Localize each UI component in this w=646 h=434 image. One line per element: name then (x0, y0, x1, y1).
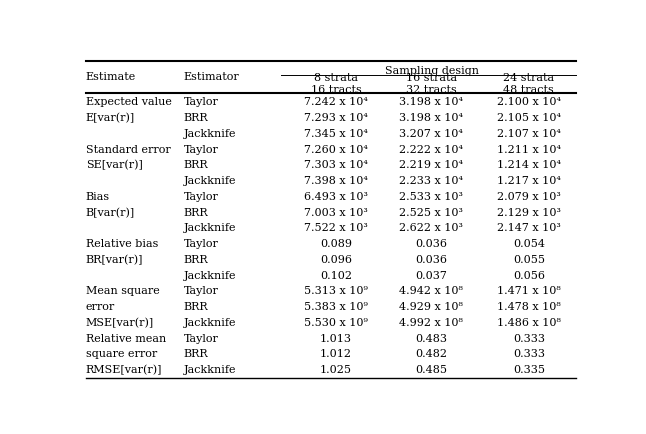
Text: E[var(r)]: E[var(r)] (86, 113, 135, 123)
Text: 8 strata
16 tracts: 8 strata 16 tracts (311, 73, 362, 95)
Text: 1.211 x 10⁴: 1.211 x 10⁴ (497, 144, 561, 154)
Text: 2.100 x 10⁴: 2.100 x 10⁴ (497, 97, 561, 107)
Text: Standard error: Standard error (86, 144, 171, 154)
Text: SE[var(r)]: SE[var(r)] (86, 160, 143, 170)
Text: Jackknife: Jackknife (183, 223, 236, 233)
Text: 5.383 x 10⁹: 5.383 x 10⁹ (304, 301, 368, 311)
Text: 7.345 x 10⁴: 7.345 x 10⁴ (304, 128, 368, 138)
Text: Jackknife: Jackknife (183, 364, 236, 374)
Text: Taylor: Taylor (183, 97, 218, 107)
Text: 2.525 x 10³: 2.525 x 10³ (399, 207, 463, 217)
Text: 0.483: 0.483 (415, 333, 447, 343)
Text: 2.222 x 10⁴: 2.222 x 10⁴ (399, 144, 463, 154)
Text: BRR: BRR (183, 254, 208, 264)
Text: 0.089: 0.089 (320, 239, 352, 249)
Text: 16 strata
32 tracts: 16 strata 32 tracts (406, 73, 457, 95)
Text: 1.217 x 10⁴: 1.217 x 10⁴ (497, 176, 561, 186)
Text: Bias: Bias (86, 191, 110, 201)
Text: 2.233 x 10⁴: 2.233 x 10⁴ (399, 176, 463, 186)
Text: 0.054: 0.054 (513, 239, 545, 249)
Text: Relative bias: Relative bias (86, 239, 158, 249)
Text: 4.942 x 10⁸: 4.942 x 10⁸ (399, 286, 463, 296)
Text: Expected value: Expected value (86, 97, 172, 107)
Text: 3.198 x 10⁴: 3.198 x 10⁴ (399, 97, 463, 107)
Text: Jackknife: Jackknife (183, 317, 236, 327)
Text: Estimator: Estimator (183, 72, 239, 82)
Text: 4.992 x 10⁸: 4.992 x 10⁸ (399, 317, 463, 327)
Text: 2.129 x 10³: 2.129 x 10³ (497, 207, 561, 217)
Text: Taylor: Taylor (183, 333, 218, 343)
Text: BRR: BRR (183, 207, 208, 217)
Text: Taylor: Taylor (183, 144, 218, 154)
Text: 0.335: 0.335 (513, 364, 545, 374)
Text: Sampling design: Sampling design (386, 66, 479, 76)
Text: 1.471 x 10⁸: 1.471 x 10⁸ (497, 286, 561, 296)
Text: Taylor: Taylor (183, 191, 218, 201)
Text: Relative mean: Relative mean (86, 333, 166, 343)
Text: 1.486 x 10⁸: 1.486 x 10⁸ (497, 317, 561, 327)
Text: 2.079 x 10³: 2.079 x 10³ (497, 191, 561, 201)
Text: 0.482: 0.482 (415, 349, 447, 358)
Text: 3.207 x 10⁴: 3.207 x 10⁴ (399, 128, 463, 138)
Text: 7.003 x 10³: 7.003 x 10³ (304, 207, 368, 217)
Text: 7.398 x 10⁴: 7.398 x 10⁴ (304, 176, 368, 186)
Text: 1.012: 1.012 (320, 349, 352, 358)
Text: 3.198 x 10⁴: 3.198 x 10⁴ (399, 113, 463, 123)
Text: 2.533 x 10³: 2.533 x 10³ (399, 191, 463, 201)
Text: BRR: BRR (183, 160, 208, 170)
Text: 2.622 x 10³: 2.622 x 10³ (399, 223, 463, 233)
Text: 7.522 x 10³: 7.522 x 10³ (304, 223, 368, 233)
Text: B[var(r)]: B[var(r)] (86, 207, 135, 217)
Text: 0.037: 0.037 (415, 270, 447, 280)
Text: 2.219 x 10⁴: 2.219 x 10⁴ (399, 160, 463, 170)
Text: square error: square error (86, 349, 157, 358)
Text: 5.530 x 10⁹: 5.530 x 10⁹ (304, 317, 368, 327)
Text: 0.333: 0.333 (513, 349, 545, 358)
Text: 2.107 x 10⁴: 2.107 x 10⁴ (497, 128, 561, 138)
Text: Taylor: Taylor (183, 239, 218, 249)
Text: 0.485: 0.485 (415, 364, 447, 374)
Text: BRR: BRR (183, 113, 208, 123)
Text: Jackknife: Jackknife (183, 270, 236, 280)
Text: MSE[var(r)]: MSE[var(r)] (86, 317, 154, 327)
Text: Estimate: Estimate (86, 72, 136, 82)
Text: 0.055: 0.055 (513, 254, 545, 264)
Text: RMSE[var(r)]: RMSE[var(r)] (86, 364, 162, 375)
Text: Mean square: Mean square (86, 286, 160, 296)
Text: 7.260 x 10⁴: 7.260 x 10⁴ (304, 144, 368, 154)
Text: 0.056: 0.056 (513, 270, 545, 280)
Text: 1.478 x 10⁸: 1.478 x 10⁸ (497, 301, 561, 311)
Text: 7.293 x 10⁴: 7.293 x 10⁴ (304, 113, 368, 123)
Text: 7.303 x 10⁴: 7.303 x 10⁴ (304, 160, 368, 170)
Text: 5.313 x 10⁹: 5.313 x 10⁹ (304, 286, 368, 296)
Text: 1.214 x 10⁴: 1.214 x 10⁴ (497, 160, 561, 170)
Text: 1.013: 1.013 (320, 333, 352, 343)
Text: BRR: BRR (183, 301, 208, 311)
Text: error: error (86, 301, 115, 311)
Text: 0.036: 0.036 (415, 239, 447, 249)
Text: BRR: BRR (183, 349, 208, 358)
Text: 0.102: 0.102 (320, 270, 352, 280)
Text: 1.025: 1.025 (320, 364, 352, 374)
Text: 0.036: 0.036 (415, 254, 447, 264)
Text: Jackknife: Jackknife (183, 128, 236, 138)
Text: 4.929 x 10⁸: 4.929 x 10⁸ (399, 301, 463, 311)
Text: 0.333: 0.333 (513, 333, 545, 343)
Text: 7.242 x 10⁴: 7.242 x 10⁴ (304, 97, 368, 107)
Text: BR[var(r)]: BR[var(r)] (86, 254, 143, 264)
Text: Taylor: Taylor (183, 286, 218, 296)
Text: 0.096: 0.096 (320, 254, 352, 264)
Text: 6.493 x 10³: 6.493 x 10³ (304, 191, 368, 201)
Text: 2.147 x 10³: 2.147 x 10³ (497, 223, 561, 233)
Text: 24 strata
48 tracts: 24 strata 48 tracts (503, 73, 554, 95)
Text: 2.105 x 10⁴: 2.105 x 10⁴ (497, 113, 561, 123)
Text: Jackknife: Jackknife (183, 176, 236, 186)
